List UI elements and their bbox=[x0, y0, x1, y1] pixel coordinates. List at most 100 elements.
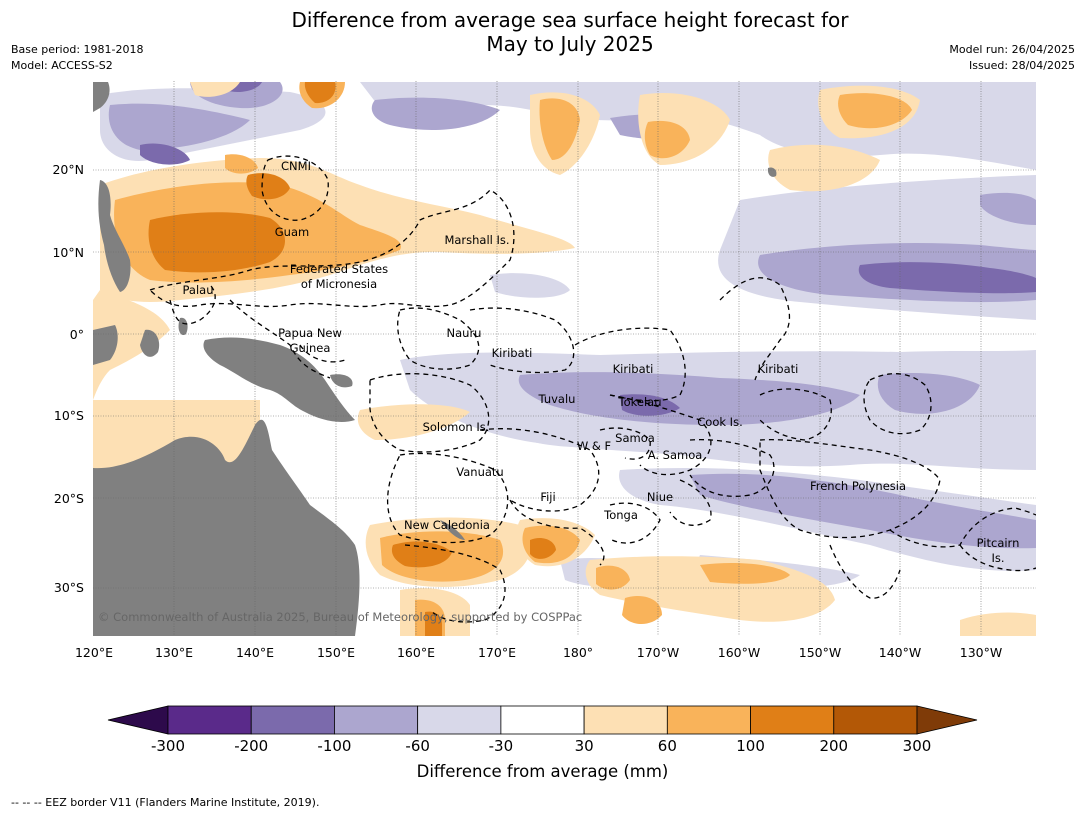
label-samoa: Samoa bbox=[615, 431, 655, 445]
colorbar: -300 -200 -100 -60 -30 30 60 100 200 300 bbox=[107, 705, 978, 755]
colorbar-segment bbox=[750, 705, 835, 735]
colorbar-segment bbox=[167, 705, 252, 735]
label-fiji: Fiji bbox=[540, 490, 555, 504]
very-strong-negative-anomaly-regions bbox=[140, 82, 1036, 416]
label-wallis-futuna: W & F bbox=[577, 439, 611, 453]
colorbar-tick-label: -100 bbox=[317, 737, 351, 755]
colorbar-tick-label: -200 bbox=[234, 737, 268, 755]
meta-right: Model run: 26/04/2025 Issued: 28/04/2025 bbox=[949, 42, 1075, 74]
strong-negative-anomaly-regions bbox=[108, 82, 1036, 549]
graticule bbox=[93, 81, 1036, 636]
lat-tick: 0° bbox=[70, 327, 84, 342]
label-niue: Niue bbox=[647, 490, 673, 504]
label-french-polynesia: French Polynesia bbox=[810, 479, 906, 493]
lon-tick: 180° bbox=[563, 645, 593, 660]
colorbar-segment bbox=[250, 705, 335, 735]
lon-tick: 170°W bbox=[637, 645, 679, 660]
colorbar-title: Difference from average (mm) bbox=[416, 762, 669, 781]
lon-tick: 160°E bbox=[397, 645, 435, 660]
taiwan bbox=[93, 82, 110, 112]
halmahera bbox=[178, 317, 188, 336]
lon-tick: 130°W bbox=[960, 645, 1002, 660]
label-pitcairn-line2: Is. bbox=[991, 551, 1004, 565]
colorbar-segment bbox=[583, 705, 668, 735]
colorbar-segment bbox=[500, 705, 585, 735]
title-line-2: May to July 2025 bbox=[486, 32, 654, 56]
lon-tick: 160°W bbox=[718, 645, 760, 660]
latitude-axis: 20°N 10°N 0° 10°S 20°S 30°S bbox=[52, 162, 84, 595]
label-new-caledonia: New Caledonia bbox=[404, 518, 490, 532]
lon-tick: 150°W bbox=[799, 645, 841, 660]
copyright-text: © Commonwealth of Australia 2025, Bureau… bbox=[98, 610, 582, 624]
label-marshall-is: Marshall Is. bbox=[444, 233, 509, 247]
lat-tick: 20°N bbox=[52, 162, 84, 177]
model-run: Model run: 26/04/2025 bbox=[949, 43, 1075, 56]
lat-tick: 20°S bbox=[54, 491, 84, 506]
hawaii bbox=[767, 167, 777, 177]
longitude-axis: 120°E 130°E 140°E 150°E 160°E 170°E 180°… bbox=[75, 645, 1002, 660]
lon-tick: 140°W bbox=[879, 645, 921, 660]
title-line-1: Difference from average sea surface heig… bbox=[291, 8, 849, 32]
colorbar-segment bbox=[334, 705, 419, 735]
label-guam: Guam bbox=[275, 225, 309, 239]
label-png-line2: Guinea bbox=[290, 341, 331, 355]
colorbar-tick-label: 200 bbox=[819, 737, 848, 755]
colorbar-tick-label: 60 bbox=[658, 737, 677, 755]
label-cook-is: Cook Is. bbox=[697, 415, 742, 429]
label-kiribati-central: Kiribati bbox=[613, 362, 654, 376]
label-american-samoa: A. Samoa bbox=[648, 448, 703, 462]
label-tuvalu: Tuvalu bbox=[538, 392, 576, 406]
place-labels: CNMI Guam Marshall Is. Federated States … bbox=[183, 159, 1020, 565]
base-period: Base period: 1981-2018 bbox=[11, 43, 144, 56]
sulawesi bbox=[140, 329, 160, 357]
label-tokelau: Tokelau bbox=[618, 395, 662, 409]
colorbar-extend-high bbox=[916, 705, 978, 735]
colorbar-segment bbox=[666, 705, 751, 735]
label-kiribati-east: Kiribati bbox=[758, 362, 799, 376]
colorbar-tick-label: -300 bbox=[151, 737, 185, 755]
colorbar-segment bbox=[833, 705, 918, 735]
borneo bbox=[93, 325, 118, 365]
lat-tick: 10°S bbox=[54, 408, 84, 423]
label-kiribati-west: Kiribati bbox=[492, 346, 533, 360]
lon-tick: 130°E bbox=[155, 645, 193, 660]
colorbar-tick-label: 300 bbox=[903, 737, 932, 755]
lon-tick: 140°E bbox=[236, 645, 274, 660]
colorbar-tick-label: 30 bbox=[575, 737, 594, 755]
new-caledonia-island bbox=[440, 520, 465, 540]
colorbar-tick-label: -30 bbox=[489, 737, 514, 755]
model-name: Model: ACCESS-S2 bbox=[11, 59, 113, 72]
australia bbox=[93, 419, 360, 636]
label-tonga: Tonga bbox=[603, 508, 638, 522]
new-britain bbox=[330, 374, 353, 388]
label-nauru: Nauru bbox=[447, 326, 482, 340]
label-fsm-line1: Federated States bbox=[290, 262, 388, 276]
lat-tick: 30°S bbox=[54, 580, 84, 595]
issued-date: Issued: 28/04/2025 bbox=[968, 59, 1075, 72]
lon-tick: 120°E bbox=[75, 645, 113, 660]
philippines bbox=[98, 180, 131, 292]
chart-title: Difference from average sea surface heig… bbox=[0, 8, 1085, 56]
label-cnmi: CNMI bbox=[281, 159, 311, 173]
colorbar-extend-low bbox=[107, 705, 169, 735]
label-palau: Palau bbox=[183, 283, 214, 297]
colorbar-tick-label: 100 bbox=[736, 737, 765, 755]
eez-footnote: -- -- -- EEZ border V11 (Flanders Marine… bbox=[11, 796, 320, 809]
meta-left: Base period: 1981-2018 Model: ACCESS-S2 bbox=[11, 42, 143, 74]
eez-borders bbox=[148, 155, 1036, 623]
label-fsm-line2: of Micronesia bbox=[301, 277, 377, 291]
label-vanuatu: Vanuatu bbox=[456, 465, 503, 479]
label-pitcairn-line1: Pitcairn bbox=[977, 536, 1020, 550]
lat-tick: 10°N bbox=[52, 245, 84, 260]
label-png-line1: Papua New bbox=[278, 326, 342, 340]
colorbar-segment bbox=[417, 705, 502, 735]
lon-tick: 170°E bbox=[478, 645, 516, 660]
lon-tick: 150°E bbox=[317, 645, 355, 660]
very-strong-positive-anomaly-regions bbox=[148, 82, 556, 636]
label-solomon-is: Solomon Is. bbox=[423, 420, 490, 434]
colorbar-tick-label: -60 bbox=[405, 737, 430, 755]
land-masses bbox=[93, 82, 777, 636]
map-area: © Commonwealth of Australia 2025, Bureau… bbox=[93, 81, 1036, 636]
new-guinea bbox=[203, 337, 355, 423]
